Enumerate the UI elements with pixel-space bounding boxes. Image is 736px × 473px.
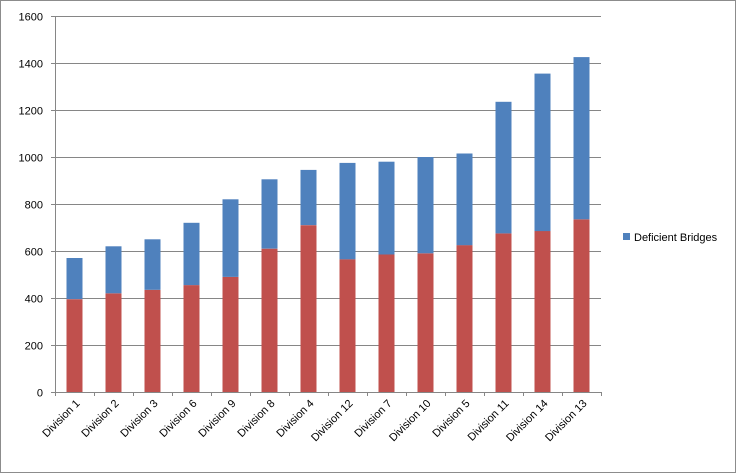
legend: Deficient Bridges xyxy=(623,232,718,244)
bar-segment-deficient-bridges xyxy=(417,157,434,254)
bar-segment-base xyxy=(339,259,356,392)
bar-segment-deficient-bridges xyxy=(261,179,278,249)
y-tick-labels: 0 200 400 600 800 1000 1200 1400 1600 xyxy=(19,12,43,400)
bar-segment-deficient-bridges xyxy=(105,246,122,294)
bar-segment-deficient-bridges xyxy=(573,57,590,220)
x-tick-label: Division 10 xyxy=(387,398,434,445)
legend-swatch xyxy=(623,233,630,240)
bar-segment-base xyxy=(417,253,434,392)
bar-segment-deficient-bridges xyxy=(300,169,317,226)
bar-segment-base xyxy=(573,219,590,392)
bar-segment-deficient-bridges xyxy=(66,258,83,300)
x-tick-label: Division 2 xyxy=(79,398,121,440)
axes xyxy=(51,16,602,396)
gridlines xyxy=(55,16,601,346)
bar-segment-base xyxy=(495,233,512,392)
y-tick-label: 400 xyxy=(25,294,43,306)
bar-segment-deficient-bridges xyxy=(378,161,395,255)
y-tick-label: 1200 xyxy=(19,106,43,118)
x-tick-label: Division 9 xyxy=(196,398,238,440)
y-tick-label: 0 xyxy=(37,388,43,400)
bar-segment-base xyxy=(222,276,239,392)
bar-segment-base xyxy=(144,289,161,392)
bar-segment-base xyxy=(261,248,278,392)
x-tick-label: Division 1 xyxy=(40,398,82,440)
bar-segment-deficient-bridges xyxy=(534,73,551,232)
bar-segment-deficient-bridges xyxy=(222,199,239,277)
y-tick-label: 200 xyxy=(25,341,43,353)
bar-segment-base xyxy=(456,245,473,392)
bar-segment-base xyxy=(66,299,83,392)
bar-segment-base xyxy=(534,231,551,392)
x-tick-label: Division 12 xyxy=(309,398,356,445)
bar-segment-base xyxy=(105,293,122,392)
bar-segment-deficient-bridges xyxy=(456,153,473,246)
bar-segment-deficient-bridges xyxy=(183,222,200,286)
x-tick-label: Division 8 xyxy=(235,398,277,440)
y-tick-label: 800 xyxy=(25,200,43,212)
y-tick-label: 1000 xyxy=(19,153,43,165)
bar-segment-deficient-bridges xyxy=(495,101,512,234)
bars xyxy=(66,57,590,392)
bar-segment-base xyxy=(183,285,200,392)
y-tick-label: 1600 xyxy=(19,12,43,24)
bar-segment-deficient-bridges xyxy=(339,162,356,260)
x-tick-label: Division 3 xyxy=(118,398,160,440)
legend-label: Deficient Bridges xyxy=(634,232,718,244)
bar-segment-base xyxy=(300,225,317,392)
x-tick-label: Division 6 xyxy=(157,398,199,440)
y-tick-label: 1400 xyxy=(19,59,43,71)
bar-segment-deficient-bridges xyxy=(144,239,161,290)
x-tick-label: Division 13 xyxy=(543,398,590,445)
y-tick-label: 600 xyxy=(25,247,43,259)
bar-segment-base xyxy=(378,254,395,392)
